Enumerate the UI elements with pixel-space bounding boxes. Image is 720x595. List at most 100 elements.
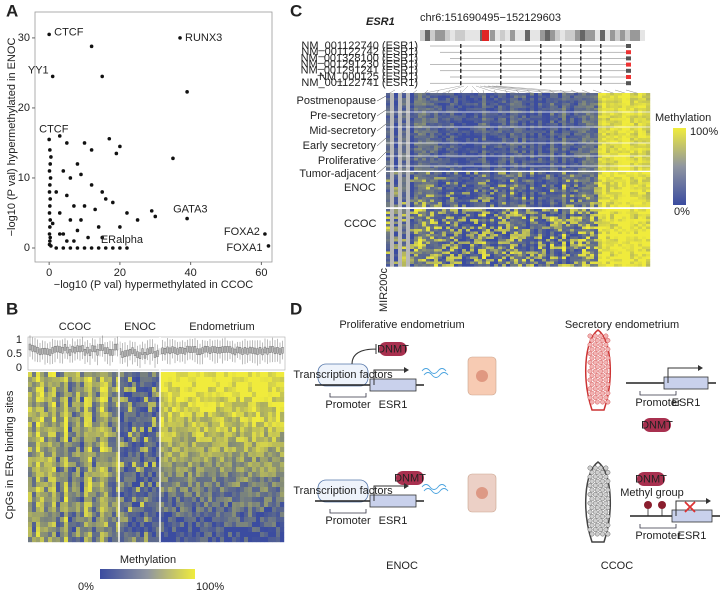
heat-cell <box>260 477 265 483</box>
exon <box>500 68 502 73</box>
heat-cell <box>406 113 411 116</box>
heat-cell <box>56 492 61 498</box>
heat-cell <box>590 158 595 161</box>
heat-cell <box>188 437 193 443</box>
heat-cell <box>28 472 33 478</box>
heat-cell <box>594 165 599 169</box>
heat-cell <box>422 160 427 164</box>
heat-cell <box>128 382 133 388</box>
heat-cell <box>482 115 487 119</box>
heat-cell <box>172 447 177 453</box>
heat-cell <box>486 177 491 180</box>
heat-cell <box>72 482 77 488</box>
heat-cell <box>538 145 543 149</box>
heat-cell <box>602 138 607 141</box>
heat-cell <box>466 95 471 99</box>
heat-cell <box>430 105 435 109</box>
heat-cell <box>52 417 57 423</box>
heat-cell <box>180 417 185 423</box>
box <box>53 346 57 353</box>
heat-cell <box>610 138 615 141</box>
heat-cell <box>566 128 571 131</box>
heat-cell <box>462 150 467 154</box>
heat-cell <box>586 140 591 144</box>
point <box>47 211 52 215</box>
heat-cell <box>60 427 65 433</box>
heat-cell <box>48 442 53 448</box>
heat-cell <box>446 105 451 109</box>
ideogram-band <box>520 30 525 41</box>
heat-cell <box>406 165 411 169</box>
heat-cell <box>494 179 499 183</box>
heat-cell <box>498 140 503 144</box>
heat-cell <box>454 95 459 99</box>
heat-cell <box>390 140 395 144</box>
heat-cell <box>446 143 451 146</box>
heat-cell <box>598 143 603 146</box>
heat-cell <box>394 177 399 180</box>
heat-cell <box>626 163 631 166</box>
heat-cell <box>204 472 209 478</box>
heat-cell <box>32 392 37 398</box>
heat-cell <box>554 165 559 169</box>
heat-cell <box>40 497 45 503</box>
heat-cell <box>212 437 217 443</box>
heat-cell <box>490 179 495 183</box>
heat-cell <box>40 412 45 418</box>
heat-cell <box>534 143 539 146</box>
heat-cell <box>458 148 463 151</box>
heat-cell <box>546 145 551 149</box>
box <box>268 346 272 353</box>
heat-cell <box>192 522 197 528</box>
heat-cell <box>386 165 391 169</box>
exon <box>560 50 562 55</box>
heat-cell <box>518 160 523 164</box>
heat-cell <box>248 512 253 518</box>
point <box>49 244 53 248</box>
heat-cell <box>156 487 161 493</box>
heat-cell <box>92 527 97 533</box>
heat-cell <box>558 133 563 136</box>
heat-cell <box>422 165 427 169</box>
heat-cell <box>610 105 615 109</box>
heat-cell <box>406 123 411 126</box>
colorbar <box>100 569 195 579</box>
heat-cell <box>478 153 483 156</box>
heat-cell <box>542 93 547 96</box>
heat-cell <box>622 138 627 141</box>
heat-cell <box>204 522 209 528</box>
heat-cell <box>622 130 627 134</box>
heat-cell <box>538 100 543 104</box>
exon <box>500 81 502 86</box>
heat-cell <box>522 95 527 99</box>
heat-cell <box>208 402 213 408</box>
heat-cell <box>112 482 117 488</box>
heat-cell <box>526 113 531 116</box>
heat-cell <box>228 422 233 428</box>
heat-cell <box>76 387 81 393</box>
heat-cell <box>510 108 515 111</box>
heat-cell <box>506 93 511 96</box>
heat-cell <box>470 153 475 156</box>
heat-cell <box>36 427 41 433</box>
heat-cell <box>590 133 595 136</box>
heat-cell <box>260 522 265 528</box>
heat-cell <box>534 165 539 169</box>
heat-cell <box>422 108 427 111</box>
heat-cell <box>112 442 117 448</box>
heat-cell <box>422 123 427 126</box>
heat-cell <box>570 98 575 101</box>
heat-cell <box>446 145 451 149</box>
heat-cell <box>502 123 507 126</box>
heat-cell <box>260 427 265 433</box>
heat-cell <box>594 145 599 149</box>
point <box>82 204 87 208</box>
heat-cell <box>148 497 153 503</box>
heat-cell <box>466 123 471 126</box>
heat-cell <box>434 128 439 131</box>
heat-cell <box>228 372 233 378</box>
heat-cell <box>618 98 623 101</box>
heat-cell <box>586 103 591 106</box>
heat-cell <box>72 427 77 433</box>
heat-cell <box>422 158 427 161</box>
